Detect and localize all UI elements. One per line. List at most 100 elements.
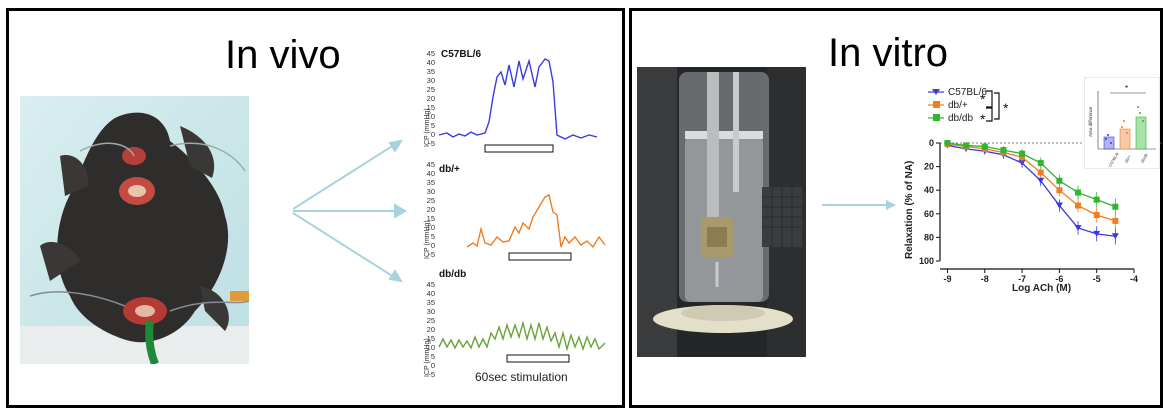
stimulation-label: 60sec stimulation bbox=[475, 370, 568, 384]
stim-bar-1 bbox=[484, 144, 554, 153]
series-line bbox=[947, 143, 1116, 222]
data-point bbox=[1093, 211, 1100, 218]
svg-text:5: 5 bbox=[431, 121, 435, 130]
inset-cat-2: db/+ bbox=[1124, 154, 1133, 164]
data-point bbox=[1000, 147, 1007, 154]
legend-label-c57bl6: C57BL/6 bbox=[948, 87, 987, 98]
data-point bbox=[1112, 203, 1119, 210]
in-vivo-title: In vivo bbox=[225, 33, 341, 77]
svg-text:25: 25 bbox=[427, 85, 435, 94]
icp-axis-label-1: ICP (mmHg) bbox=[424, 108, 431, 147]
inset-bar-c57bl6 bbox=[1103, 136, 1115, 150]
chart-xlabel: Log ACh (M) bbox=[1012, 283, 1071, 294]
y-tick-label: 20 bbox=[924, 162, 934, 172]
concentration-response-chart: C57BL/6 db/+ db/db * * * 0 20 40 60 80 100 -9… bbox=[904, 87, 1163, 294]
legend-label-dbplus: db/+ bbox=[948, 100, 968, 111]
data-point bbox=[1075, 189, 1082, 196]
trace-dbplus bbox=[466, 193, 606, 249]
svg-text:20: 20 bbox=[427, 325, 435, 334]
sig-star-3: * bbox=[1003, 100, 1009, 116]
y-tick-label: 80 bbox=[924, 232, 934, 242]
svg-text:30: 30 bbox=[427, 76, 435, 85]
y-tick-label: 0 bbox=[929, 138, 934, 148]
inset-ylabel: Area difference bbox=[1088, 106, 1093, 137]
x-tick-label: -4 bbox=[1130, 274, 1138, 284]
data-point bbox=[1056, 187, 1063, 194]
data-point bbox=[1111, 233, 1119, 240]
data-point bbox=[944, 140, 951, 146]
svg-text:-5: -5 bbox=[428, 139, 435, 148]
svg-text:45: 45 bbox=[427, 49, 435, 58]
stim-bar-3 bbox=[506, 354, 570, 363]
trace-label-c57bl6: C57BL/6 bbox=[441, 49, 481, 60]
svg-text:45: 45 bbox=[427, 280, 435, 289]
svg-text:40: 40 bbox=[427, 169, 435, 178]
data-point bbox=[1074, 224, 1082, 231]
data-point bbox=[1112, 217, 1119, 224]
inset-area-chart: Area difference * C57BL/6 db/+ db/db bbox=[1084, 77, 1160, 169]
svg-text:0: 0 bbox=[431, 130, 435, 139]
svg-text:35: 35 bbox=[427, 67, 435, 76]
y-tick-label: 100 bbox=[919, 256, 934, 266]
chart-ylabel: Relaxation (% of NA) bbox=[904, 161, 915, 259]
organ-bath-photo bbox=[637, 67, 806, 357]
y-tick-label: 40 bbox=[924, 185, 934, 195]
data-point bbox=[1019, 150, 1026, 157]
icp-axis-label-2: ICP (mmHg) bbox=[424, 220, 431, 259]
svg-text:20: 20 bbox=[427, 94, 435, 103]
inset-bar-dbdb bbox=[1135, 116, 1147, 150]
data-point bbox=[1018, 160, 1026, 167]
svg-text:40: 40 bbox=[427, 289, 435, 298]
branch-arrows bbox=[292, 139, 407, 283]
series-line bbox=[947, 144, 1116, 237]
data-point bbox=[981, 143, 988, 150]
stim-bar-2 bbox=[508, 252, 572, 261]
trace-label-dbdb: db/db bbox=[439, 269, 466, 280]
data-point bbox=[1093, 230, 1101, 237]
inset-cat-3: db/db bbox=[1140, 152, 1150, 164]
svg-text:25: 25 bbox=[427, 196, 435, 205]
icp-traces: C57BL/6 45 40 35 30 25 20 15 10 5 0 -5 I… bbox=[424, 49, 606, 384]
y-tick-label: 60 bbox=[924, 209, 934, 219]
svg-text:25: 25 bbox=[427, 316, 435, 325]
trace-c57bl6 bbox=[438, 58, 598, 140]
svg-text:15: 15 bbox=[427, 103, 435, 112]
legend: C57BL/6 db/+ db/db * * * bbox=[928, 87, 1009, 127]
svg-text:10: 10 bbox=[427, 343, 435, 352]
sig-star-1: * bbox=[980, 91, 986, 107]
svg-text:40: 40 bbox=[427, 58, 435, 67]
vitro-arrow bbox=[822, 200, 896, 210]
x-tick-label: -5 bbox=[1093, 274, 1101, 284]
svg-text:10: 10 bbox=[427, 223, 435, 232]
trace-dbdb bbox=[438, 320, 606, 352]
data-point bbox=[1037, 177, 1045, 184]
trace-label-dbplus: db/+ bbox=[439, 164, 460, 175]
svg-text:-5: -5 bbox=[428, 250, 435, 259]
svg-text:15: 15 bbox=[427, 334, 435, 343]
data-point bbox=[1037, 169, 1044, 176]
legend-marker-dbdb bbox=[933, 114, 940, 121]
svg-text:0: 0 bbox=[431, 241, 435, 250]
legend-label-dbdb: db/db bbox=[948, 113, 973, 124]
x-tick-label: -9 bbox=[943, 274, 951, 284]
in-vitro-title: In vitro bbox=[828, 31, 949, 75]
svg-text:10: 10 bbox=[427, 112, 435, 121]
inset-bar-dbplus bbox=[1119, 128, 1131, 150]
data-point bbox=[1037, 160, 1044, 167]
x-tick-label: -8 bbox=[981, 274, 989, 284]
svg-text:45: 45 bbox=[427, 160, 435, 169]
in-vivo-panel: In vivo bbox=[6, 8, 625, 408]
svg-text:5: 5 bbox=[431, 352, 435, 361]
x-tick-label: -6 bbox=[1055, 274, 1063, 284]
data-point bbox=[1075, 202, 1082, 209]
in-vitro-panel: In vitro bbox=[629, 8, 1163, 408]
svg-text:15: 15 bbox=[427, 214, 435, 223]
data-point bbox=[1056, 177, 1063, 184]
x-tick-label: -7 bbox=[1018, 274, 1026, 284]
svg-text:20: 20 bbox=[427, 205, 435, 214]
data-point bbox=[1055, 202, 1063, 209]
svg-text:0: 0 bbox=[431, 361, 435, 370]
svg-text:5: 5 bbox=[431, 232, 435, 241]
sig-star-2: * bbox=[980, 111, 986, 127]
svg-text:-5: -5 bbox=[428, 370, 435, 379]
